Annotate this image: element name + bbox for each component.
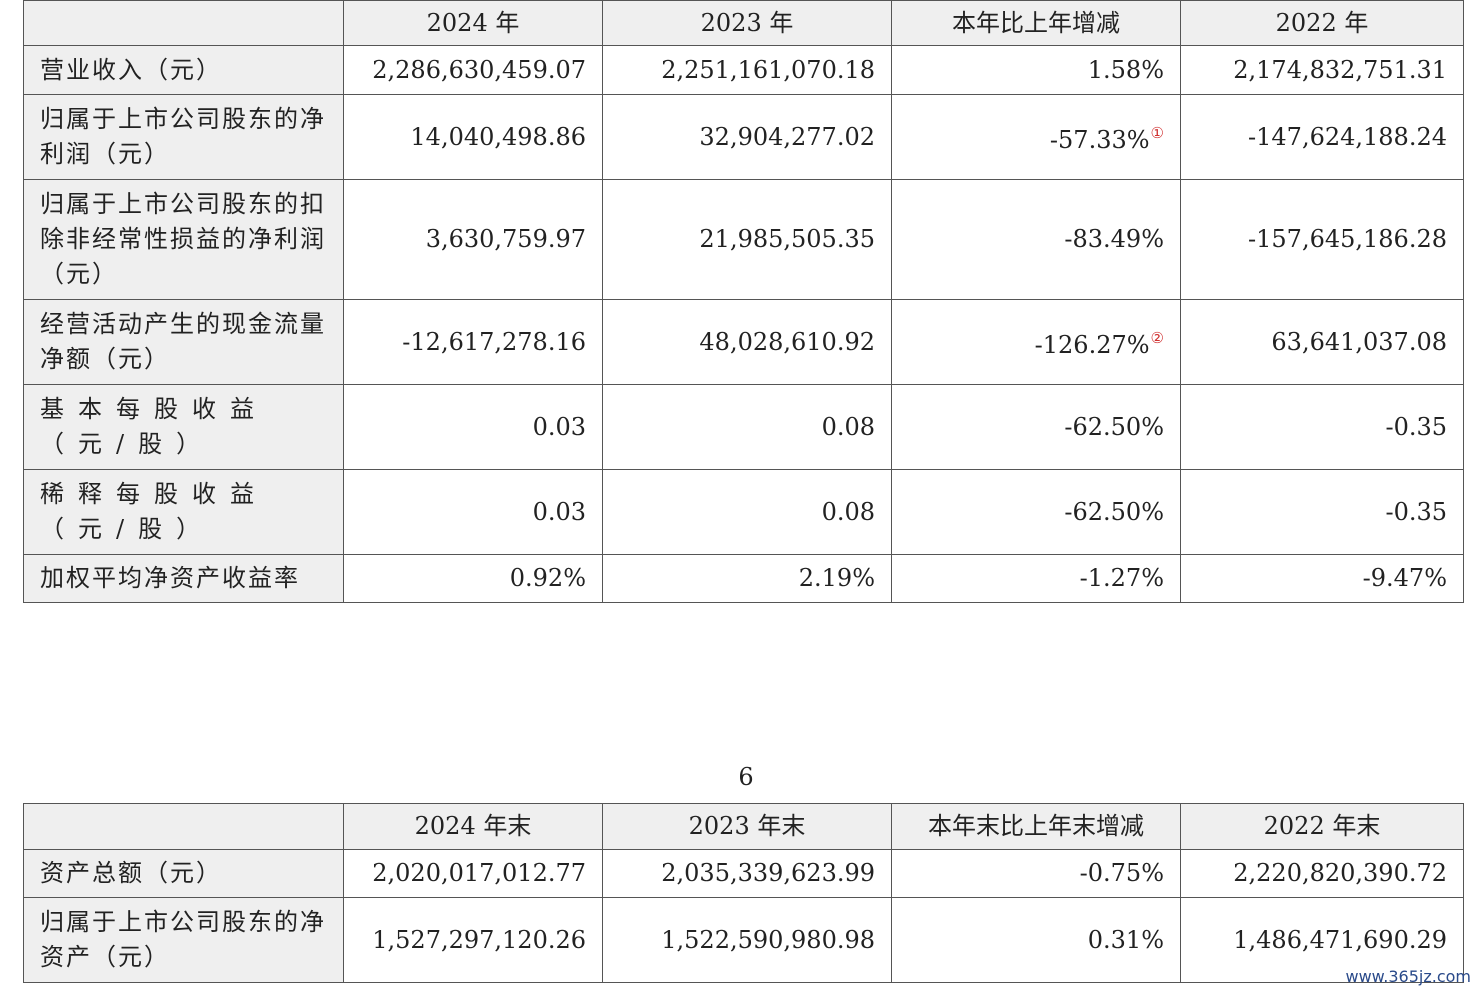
table-row: 稀释每股收益（元/股） 0.03 0.08 -62.50% -0.35	[23, 469, 1464, 555]
value-2022: -147,624,188.24	[1180, 94, 1464, 180]
header-cell: 本年末比上年末增减	[891, 803, 1181, 850]
value-2024: 1,527,297,120.26	[343, 897, 603, 983]
value-2024: 0.92%	[343, 554, 603, 603]
row-label: 归属于上市公司股东的扣除非经常性损益的净利润（元）	[23, 179, 344, 300]
header-cell	[23, 0, 344, 46]
header-cell	[23, 803, 344, 850]
value-2024: 14,040,498.86	[343, 94, 603, 180]
value-2023: 2,035,339,623.99	[602, 849, 892, 898]
value-2022: -9.47%	[1180, 554, 1464, 603]
value-2022: -0.35	[1180, 469, 1464, 555]
value-2023: 48,028,610.92	[602, 299, 892, 385]
value-change: -83.49%	[891, 179, 1181, 300]
value-2023: 32,904,277.02	[602, 94, 892, 180]
value-2022: 2,174,832,751.31	[1180, 45, 1464, 95]
header-cell: 2023 年末	[602, 803, 892, 850]
value-change: 1.58%	[891, 45, 1181, 95]
table-header-row: 2024 年 2023 年 本年比上年增减 2022 年	[23, 0, 1464, 46]
financial-table-year-end: 2024 年末 2023 年末 本年末比上年末增减 2022 年末 资产总额（元…	[23, 803, 1464, 983]
change-text: -126.27%	[1034, 331, 1150, 359]
value-2023: 21,985,505.35	[602, 179, 892, 300]
row-label: 经营活动产生的现金流量净额（元）	[23, 299, 344, 385]
value-2024: 0.03	[343, 384, 603, 470]
table-row: 资产总额（元） 2,020,017,012.77 2,035,339,623.9…	[23, 849, 1464, 898]
table-row: 归属于上市公司股东的扣除非经常性损益的净利润（元） 3,630,759.97 2…	[23, 179, 1464, 300]
table-row: 基本每股收益（元/股） 0.03 0.08 -62.50% -0.35	[23, 384, 1464, 470]
value-2022: -157,645,186.28	[1180, 179, 1464, 300]
value-2023: 2,251,161,070.18	[602, 45, 892, 95]
value-2022: 63,641,037.08	[1180, 299, 1464, 385]
value-change: 0.31%	[891, 897, 1181, 983]
change-text: -62.50%	[1064, 412, 1164, 441]
change-text: -57.33%	[1049, 126, 1150, 154]
value-2023: 2.19%	[602, 554, 892, 603]
table-row: 归属于上市公司股东的净利润（元） 14,040,498.86 32,904,27…	[23, 94, 1464, 180]
header-cell: 2023 年	[602, 0, 892, 46]
table-row: 归属于上市公司股东的净资产（元） 1,527,297,120.26 1,522,…	[23, 897, 1464, 983]
row-label: 稀释每股收益（元/股）	[23, 469, 344, 555]
value-2023: 1,522,590,980.98	[602, 897, 892, 983]
table-row: 经营活动产生的现金流量净额（元） -12,617,278.16 48,028,6…	[23, 299, 1464, 385]
header-cell: 2024 年	[343, 0, 603, 46]
header-cell: 2022 年末	[1180, 803, 1464, 850]
value-change: -62.50%	[891, 469, 1181, 555]
change-text: 1.58%	[1087, 55, 1164, 84]
header-cell: 2022 年	[1180, 0, 1464, 46]
row-label: 营业收入（元）	[23, 45, 344, 95]
row-label: 资产总额（元）	[23, 849, 344, 898]
table-row: 营业收入（元） 2,286,630,459.07 2,251,161,070.1…	[23, 45, 1464, 95]
value-change: -126.27%②	[891, 299, 1181, 385]
row-label: 归属于上市公司股东的净利润（元）	[23, 94, 344, 180]
footnote-marker: ①	[1150, 124, 1164, 142]
table-row: 加权平均净资产收益率 0.92% 2.19% -1.27% -9.47%	[23, 554, 1464, 603]
page-number: 6	[738, 763, 754, 791]
value-2024: 2,020,017,012.77	[343, 849, 603, 898]
table-header-row: 2024 年末 2023 年末 本年末比上年末增减 2022 年末	[23, 803, 1464, 850]
value-2024: 3,630,759.97	[343, 179, 603, 300]
watermark: www.365jz.com	[1345, 967, 1471, 986]
value-2024: 0.03	[343, 469, 603, 555]
row-label: 归属于上市公司股东的净资产（元）	[23, 897, 344, 983]
row-label: 加权平均净资产收益率	[23, 554, 344, 603]
header-cell: 2024 年末	[343, 803, 603, 850]
value-2023: 0.08	[602, 469, 892, 555]
value-2024: -12,617,278.16	[343, 299, 603, 385]
value-2022: 1,486,471,690.29	[1180, 897, 1464, 983]
header-cell: 本年比上年增减	[891, 0, 1181, 46]
value-2023: 0.08	[602, 384, 892, 470]
value-change: -1.27%	[891, 554, 1181, 603]
row-label: 基本每股收益（元/股）	[23, 384, 344, 470]
change-text: -62.50%	[1064, 497, 1164, 526]
financial-table-annual: 2024 年 2023 年 本年比上年增减 2022 年 营业收入（元） 2,2…	[23, 0, 1464, 603]
value-2024: 2,286,630,459.07	[343, 45, 603, 95]
value-2022: -0.35	[1180, 384, 1464, 470]
change-text: -83.49%	[1064, 225, 1164, 253]
value-2022: 2,220,820,390.72	[1180, 849, 1464, 898]
value-change: -57.33%①	[891, 94, 1181, 180]
value-change: -62.50%	[891, 384, 1181, 470]
change-text: -1.27%	[1079, 564, 1164, 592]
value-change: -0.75%	[891, 849, 1181, 898]
footnote-marker: ②	[1150, 329, 1164, 347]
